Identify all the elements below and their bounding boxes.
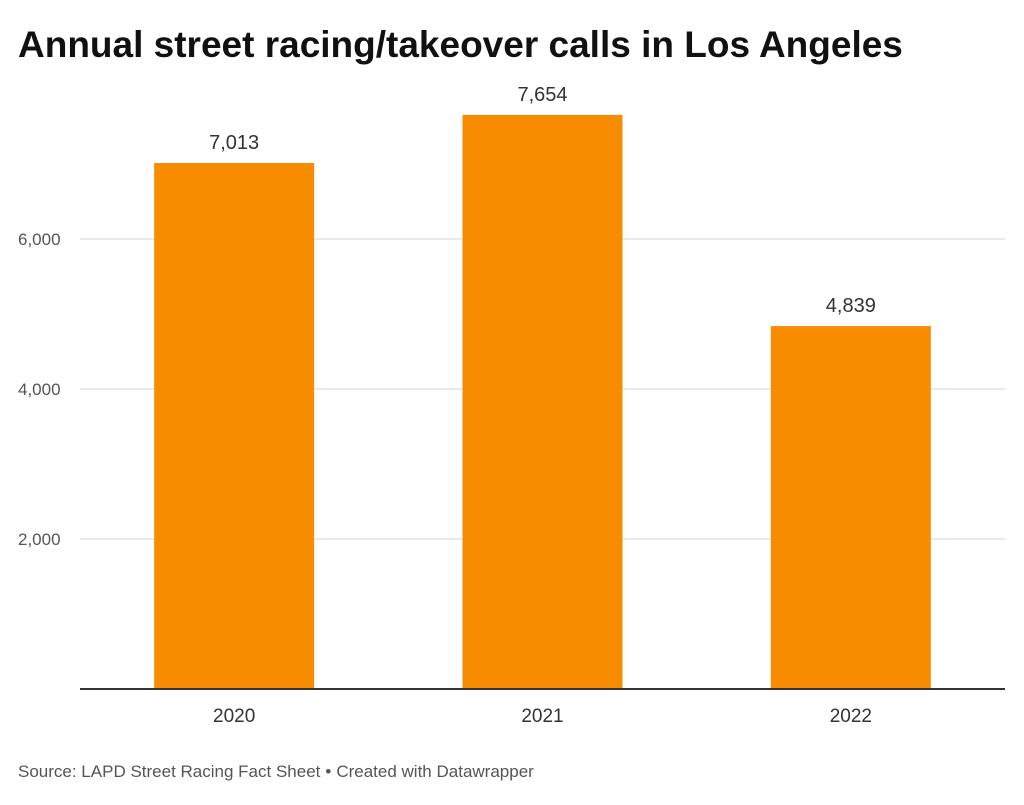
bar-value-label: 4,839 xyxy=(826,295,876,317)
x-tick-label: 2020 xyxy=(213,706,255,727)
bars xyxy=(154,114,931,689)
y-tick-label: 6,000 xyxy=(18,230,61,249)
footer-separator: • xyxy=(325,762,332,781)
bar xyxy=(154,163,315,689)
bar xyxy=(462,114,623,689)
x-tick-label: 2022 xyxy=(830,706,872,727)
y-tick-label: 2,000 xyxy=(18,530,61,549)
source-footer: Source: LAPD Street Racing Fact Sheet • Cr… xyxy=(18,762,534,782)
labels: 2,000 4,000 6,000 7,013 2020 7,654 2021 4,839 20… xyxy=(18,84,1005,727)
bar xyxy=(770,326,931,689)
source-text: Source: LAPD Street Racing Fact Sheet xyxy=(18,762,321,781)
x-tick-label: 2021 xyxy=(521,706,563,727)
bar-value-label: 7,013 xyxy=(209,132,259,154)
bar-value-label: 7,654 xyxy=(517,84,567,106)
credit-text: Created with Datawrapper xyxy=(336,762,534,781)
y-tick-label: 4,000 xyxy=(18,380,61,399)
chart-title: Annual street racing/takeover calls in L… xyxy=(18,24,903,65)
